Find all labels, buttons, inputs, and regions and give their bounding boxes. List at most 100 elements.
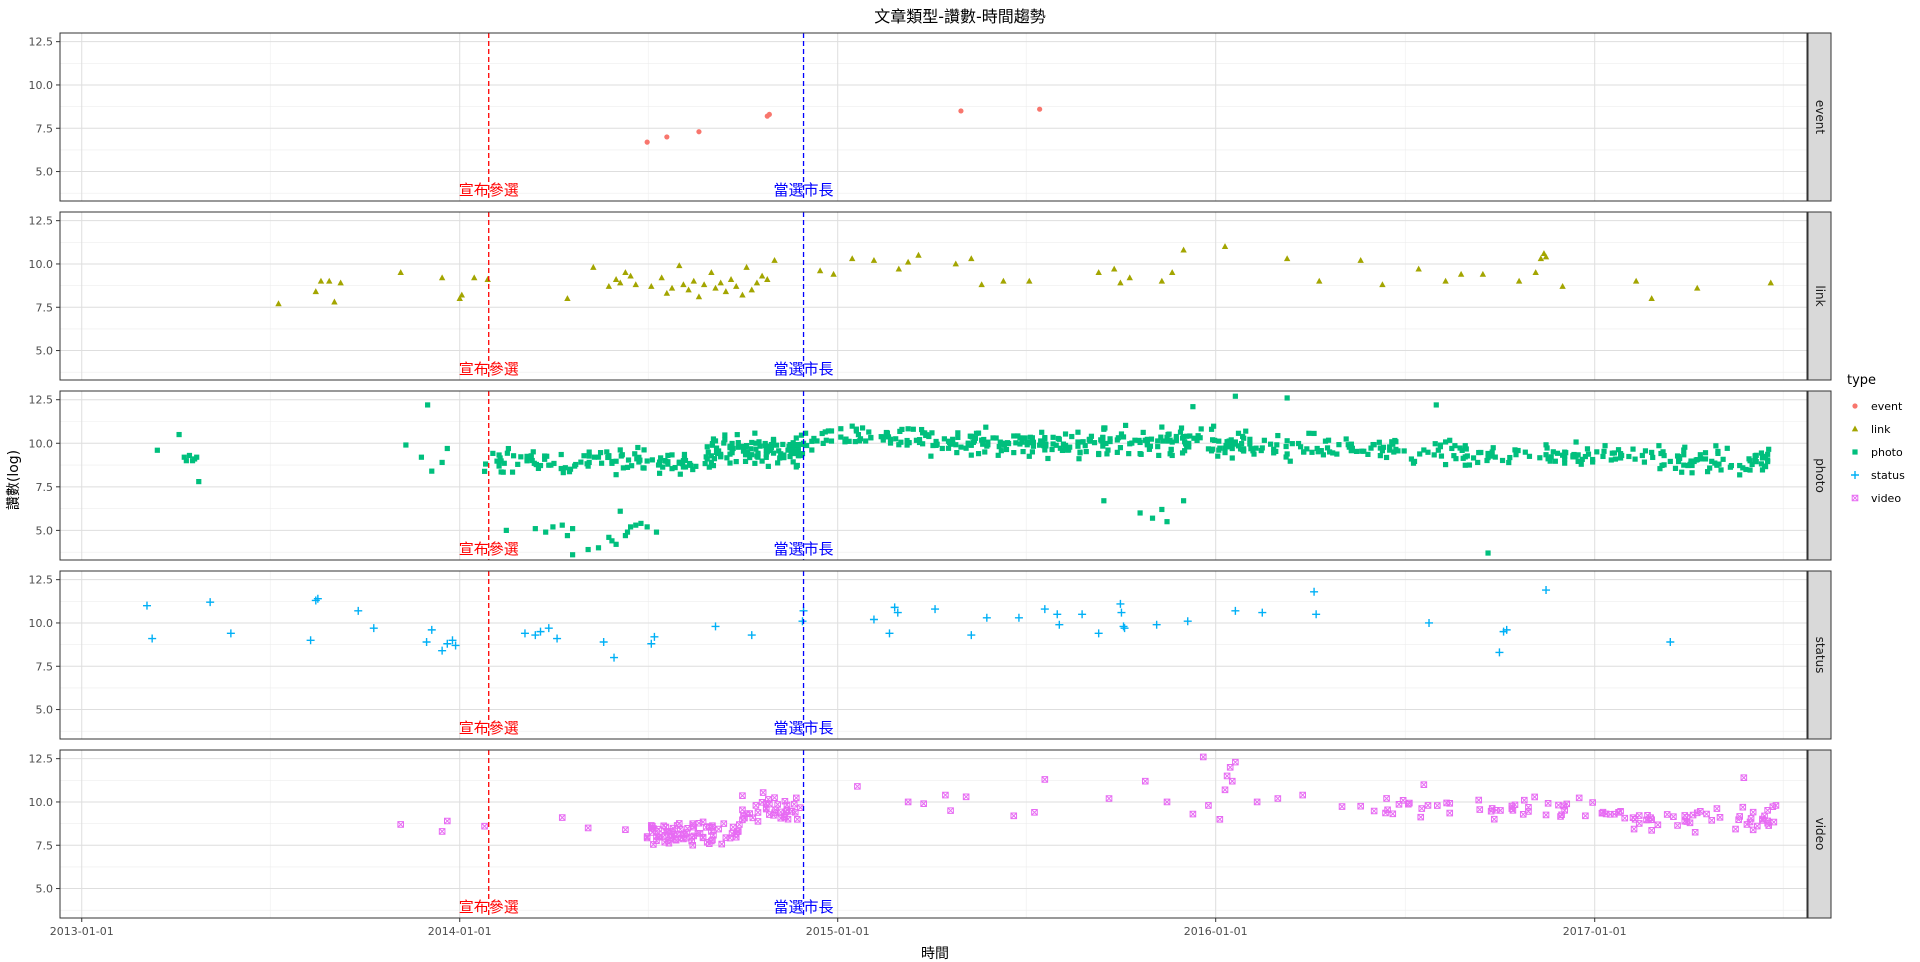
point-link: [658, 274, 665, 281]
point-photo: [1132, 437, 1138, 443]
point-photo: [501, 460, 507, 466]
point-video: [752, 802, 760, 809]
point-photo: [1184, 443, 1190, 450]
point-status: [1495, 648, 1504, 657]
point-photo: [993, 435, 999, 441]
point-photo: [1687, 461, 1693, 467]
point-link: [617, 279, 624, 286]
point-event: [664, 134, 670, 140]
legend-title: type: [1847, 373, 1876, 388]
point-photo: [636, 454, 642, 460]
point-photo: [551, 460, 557, 467]
point-status: [427, 625, 436, 634]
point-photo: [1435, 447, 1441, 453]
point-photo: [1198, 426, 1204, 432]
point-photo: [1661, 452, 1667, 459]
point-photo: [1543, 452, 1549, 458]
point-link: [1537, 255, 1545, 262]
point-photo: [1713, 443, 1719, 449]
point-photo: [887, 436, 894, 442]
point-video: [1424, 802, 1432, 809]
point-photo: [798, 441, 805, 448]
point-video: [1418, 805, 1426, 812]
point-photo: [1522, 449, 1528, 455]
point-photo: [1194, 437, 1200, 444]
point-status: [1312, 610, 1321, 619]
point-photo: [798, 432, 805, 438]
point-photo: [1485, 455, 1491, 461]
point-status: [369, 624, 378, 633]
point-photo: [1490, 445, 1496, 451]
point-photo: [1114, 449, 1120, 455]
point-photo: [687, 460, 693, 467]
point-photo: [505, 445, 512, 452]
point-photo: [714, 450, 721, 457]
point-photo: [1186, 440, 1192, 446]
point-status: [1502, 625, 1511, 634]
point-photo: [1554, 450, 1561, 456]
point-photo: [1235, 430, 1242, 436]
point-video: [1519, 810, 1527, 818]
point-photo: [1229, 455, 1235, 461]
facet-strip: [1807, 570, 1832, 740]
point-photo: [904, 437, 910, 444]
point-video: [1663, 811, 1671, 818]
point-photo: [1029, 449, 1035, 455]
facet-panel-event: 5.0 7.5 10.0 12.5 宣布參選 當選市長 event: [29, 32, 1832, 202]
point-photo: [1709, 458, 1715, 464]
point-link: [1694, 284, 1701, 291]
point-photo: [1011, 433, 1017, 439]
point-video: [780, 813, 788, 820]
point-photo: [680, 458, 687, 464]
point-photo: [1216, 438, 1222, 444]
point-photo: [680, 464, 687, 470]
point-photo: [979, 437, 985, 443]
point-status: [1120, 624, 1129, 633]
point-video: [1216, 815, 1224, 823]
point-photo: [1137, 439, 1143, 446]
point-photo: [620, 465, 626, 471]
point-link: [717, 279, 724, 286]
point-photo: [735, 440, 741, 446]
point-status: [967, 631, 976, 640]
point-status: [520, 629, 529, 638]
point-photo: [1247, 441, 1253, 447]
point-photo: [1585, 451, 1592, 457]
point-photo: [814, 438, 820, 444]
point-photo: [1562, 460, 1568, 466]
point-video: [1531, 793, 1538, 801]
point-photo: [1275, 432, 1281, 439]
point-photo: [1642, 448, 1649, 454]
point-photo: [586, 449, 592, 455]
annotation-label: 當選市長: [774, 360, 834, 378]
annotation-label: 當選市長: [774, 181, 834, 199]
point-video: [1617, 807, 1624, 815]
point-link: [771, 256, 778, 263]
point-photo: [1164, 519, 1170, 525]
point-status: [1078, 610, 1087, 619]
point-status: [1310, 587, 1319, 596]
point-photo: [1704, 469, 1711, 475]
point-photo: [1322, 438, 1329, 444]
point-status: [931, 605, 940, 614]
facet-strip: [1807, 211, 1832, 381]
point-photo: [749, 439, 755, 446]
point-photo: [1144, 442, 1150, 448]
point-photo: [713, 445, 720, 451]
point-photo: [1718, 467, 1724, 473]
point-photo: [524, 453, 530, 459]
panel-border: [59, 390, 1808, 561]
point-photo: [708, 453, 714, 459]
point-photo: [1513, 452, 1519, 458]
point-photo: [749, 452, 755, 458]
point-link: [1126, 274, 1133, 281]
point-photo: [1612, 456, 1619, 462]
point-status: [1231, 606, 1240, 615]
point-video: [1708, 816, 1716, 824]
panel-border: [59, 32, 1808, 202]
panel-background: [60, 33, 1807, 201]
point-link: [764, 276, 771, 282]
point-photo: [1318, 448, 1324, 454]
point-video: [1041, 776, 1049, 783]
point-video: [1370, 807, 1378, 815]
